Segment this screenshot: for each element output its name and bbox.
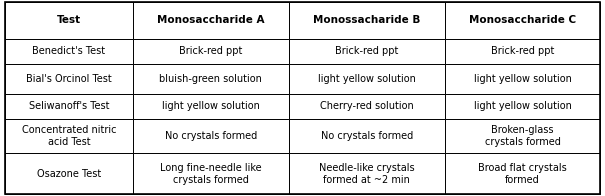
Text: Broken-glass
crystals formed: Broken-glass crystals formed: [485, 125, 560, 147]
Bar: [445, 94, 600, 119]
Text: bluish-green solution: bluish-green solution: [159, 74, 262, 84]
Bar: [445, 119, 600, 153]
Text: Seliwanoff's Test: Seliwanoff's Test: [28, 102, 109, 112]
Text: No crystals formed: No crystals formed: [165, 131, 257, 141]
Text: light yellow solution: light yellow solution: [474, 74, 571, 84]
Text: light yellow solution: light yellow solution: [162, 102, 260, 112]
Bar: [133, 94, 289, 119]
Bar: [289, 64, 445, 94]
Bar: [289, 39, 445, 64]
Text: Brick-red ppt: Brick-red ppt: [335, 46, 399, 56]
Text: Brick-red ppt: Brick-red ppt: [491, 46, 554, 56]
Text: Osazone Test: Osazone Test: [37, 169, 101, 179]
Bar: [133, 153, 289, 194]
Bar: [289, 153, 445, 194]
Text: Monosaccharide C: Monosaccharide C: [469, 15, 576, 25]
Text: Bial's Orcinol Test: Bial's Orcinol Test: [26, 74, 112, 84]
Bar: [133, 119, 289, 153]
Bar: [445, 64, 600, 94]
Text: Needle-like crystals
formed at ~2 min: Needle-like crystals formed at ~2 min: [319, 163, 414, 185]
Bar: [289, 2, 445, 39]
Text: Monossacharide B: Monossacharide B: [313, 15, 420, 25]
Bar: [5, 2, 133, 39]
Text: Monosaccharide A: Monosaccharide A: [157, 15, 264, 25]
Text: Brick-red ppt: Brick-red ppt: [179, 46, 243, 56]
Text: No crystals formed: No crystals formed: [321, 131, 413, 141]
Text: Test: Test: [57, 15, 81, 25]
Bar: [133, 2, 289, 39]
Bar: [5, 39, 133, 64]
Text: light yellow solution: light yellow solution: [474, 102, 571, 112]
Text: light yellow solution: light yellow solution: [318, 74, 416, 84]
Bar: [445, 39, 600, 64]
Bar: [5, 94, 133, 119]
Bar: [133, 39, 289, 64]
Text: Concentrated nitric
acid Test: Concentrated nitric acid Test: [22, 125, 116, 147]
Bar: [5, 64, 133, 94]
Text: Benedict's Test: Benedict's Test: [32, 46, 105, 56]
Bar: [289, 119, 445, 153]
Text: Broad flat crystals
formed: Broad flat crystals formed: [478, 163, 567, 185]
Bar: [445, 153, 600, 194]
Bar: [133, 64, 289, 94]
Bar: [289, 94, 445, 119]
Text: Long fine-needle like
crystals formed: Long fine-needle like crystals formed: [160, 163, 261, 185]
Bar: [445, 2, 600, 39]
Text: Cherry-red solution: Cherry-red solution: [320, 102, 414, 112]
Bar: [5, 153, 133, 194]
Bar: [5, 119, 133, 153]
